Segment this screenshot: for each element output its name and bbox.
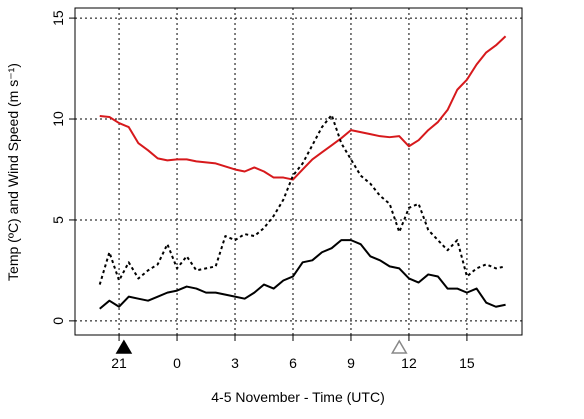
x-tick-label: 15 [459,355,475,371]
time-marker [390,339,408,354]
x-tick-label: 12 [401,355,417,371]
x-tick-label: 9 [347,355,355,371]
series-line [99,35,507,181]
y-axis-label: Temp (ºC) and Wind Speed (m s⁻¹) [5,63,21,281]
time-marker [115,339,133,354]
x-tick-label: 0 [173,355,181,371]
series-line [98,113,506,285]
y-tick-label: 10 [50,111,66,127]
x-tick-label: 21 [111,355,127,371]
y-tick-label: 15 [50,10,66,26]
series-line [99,239,506,310]
y-tick-label: 0 [50,317,66,325]
y-tick-label: 5 [50,216,66,224]
plot-frame [74,7,523,336]
x-axis-label: 4-5 November - Time (UTC) [211,389,384,405]
x-tick-label: 3 [231,355,239,371]
x-tick-label: 6 [289,355,297,371]
